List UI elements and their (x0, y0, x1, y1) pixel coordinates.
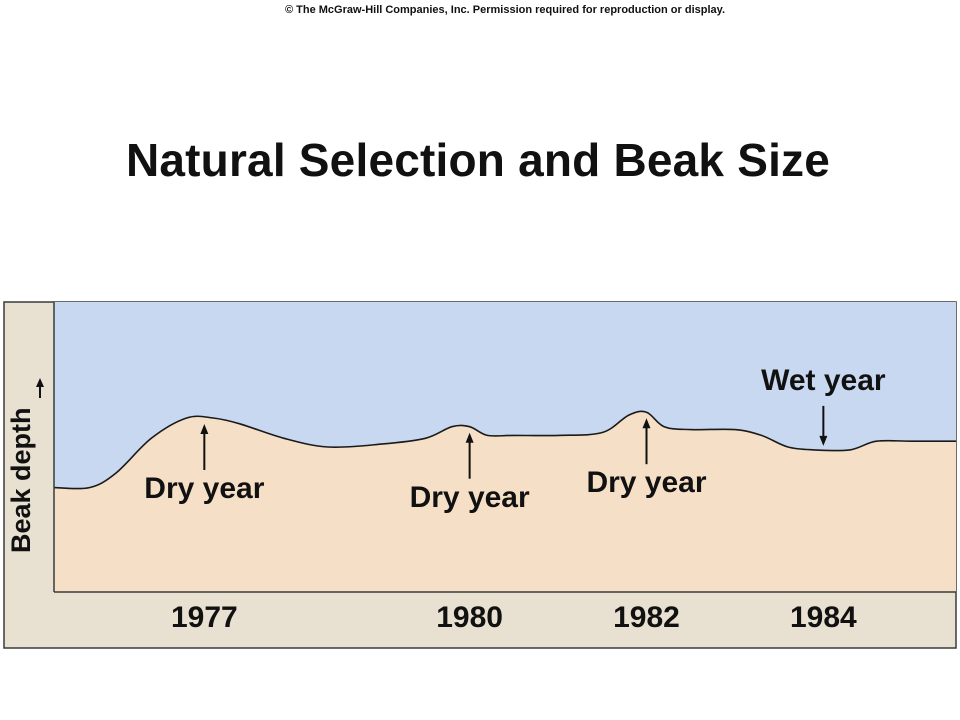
x-tick-1977: 1977 (170, 601, 238, 634)
annotation-arrow-3 (819, 405, 828, 446)
annotation-arrow-1 (465, 432, 474, 479)
y-axis-label: Beak depth (6, 407, 36, 553)
annotation-arrow-2 (642, 418, 651, 465)
x-tick-1980: 1980 (436, 601, 503, 634)
beak-depth-line (53, 410, 956, 490)
annotation-dry-year-0: Dry year (144, 472, 265, 505)
page-title: Natural Selection and Beak Size (125, 134, 831, 186)
annotation-wet-year-3: Wet year (761, 363, 886, 397)
copyright-notice: © The McGraw-Hill Companies, Inc. Permis… (284, 4, 726, 16)
annotation-dry-year-1: Dry year (409, 480, 530, 514)
beak-depth-area (54, 411, 956, 592)
ylabel-arrow (36, 378, 44, 398)
annotation-arrow-0 (200, 424, 209, 470)
x-tick-1982: 1982 (613, 601, 680, 634)
x-tick-1984: 1984 (789, 601, 857, 634)
annotation-dry-year-2: Dry year (586, 466, 707, 500)
